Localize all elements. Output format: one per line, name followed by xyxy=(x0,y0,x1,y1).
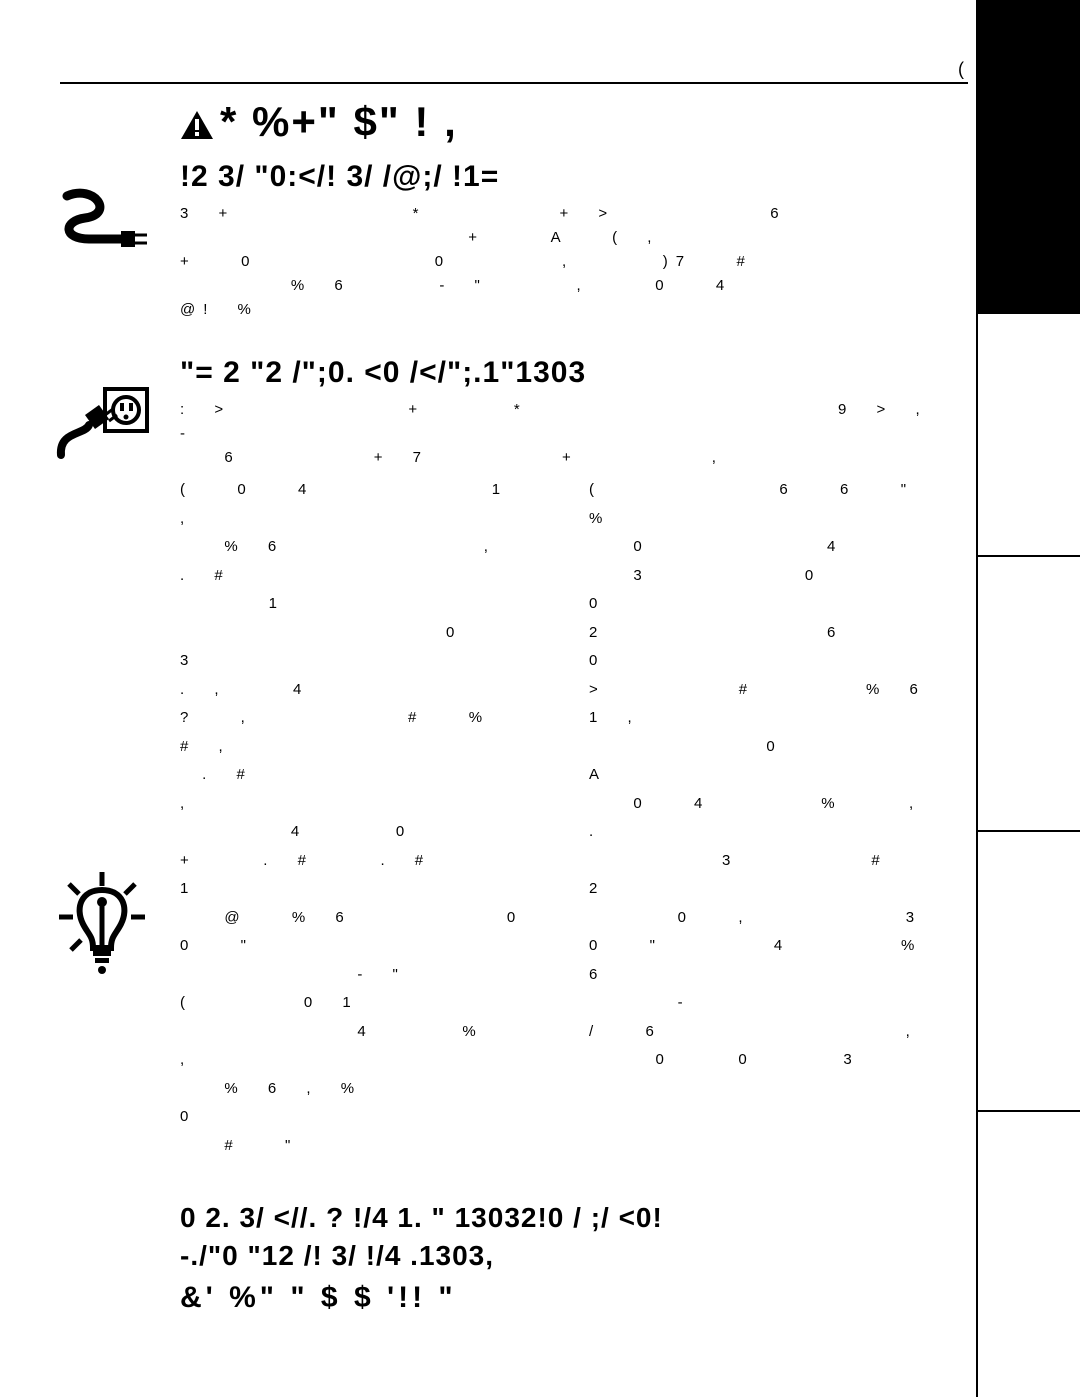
content-area: ( * %+" $" ! , !2 3/ "0:</! 3/ /@;/ !1= … xyxy=(0,0,978,1397)
tip-sub: &' %" " $ $ '!! " xyxy=(180,1281,938,1315)
warning-triangle-icon xyxy=(180,102,214,150)
top-rule xyxy=(60,82,968,84)
section2-intro: : > + * 9 > , - 6 + 7 + , xyxy=(180,398,938,470)
sidebar-black-block xyxy=(978,0,1080,312)
sidebar-divider xyxy=(978,555,1080,557)
page-number: ( xyxy=(958,59,964,80)
section2-col-right: ( 6 6 " % 0 4 3 0 0 2 6 0 > # % 6 1 , 0 … xyxy=(589,476,938,1160)
sidebar-divider xyxy=(978,830,1080,832)
section1-title: !2 3/ "0:</! 3/ /@;/ !1= xyxy=(180,160,938,194)
section2-col-left: ( 0 4 1 , % 6 , . # 1 0 3 . , 4 ? , # % … xyxy=(180,476,529,1160)
warnings-heading: * %+" $" ! , xyxy=(180,98,938,150)
section2-columns: ( 0 4 1 , % 6 , . # 1 0 3 . , 4 ? , # % … xyxy=(180,476,938,1160)
tip-line2: -./"0 "12 /! 3/ !/4 .1303, xyxy=(180,1238,938,1274)
tip-line1: 0 2. 3/ <//. ? !/4 1. " 13032!0 / ;/ <0! xyxy=(180,1200,938,1236)
page: ( * %+" $" ! , !2 3/ "0:</! 3/ /@;/ !1= … xyxy=(0,0,1080,1397)
sidebar xyxy=(976,0,1080,1397)
section1-body: 3 + * + > 6 + A ( , + 0 0 , )7 # % 6 - "… xyxy=(180,202,938,322)
sidebar-divider xyxy=(978,312,1080,314)
outlet-plug-icon xyxy=(55,385,150,460)
heading-text: * %+" $" ! , xyxy=(220,98,458,145)
tip-block: 0 2. 3/ <//. ? !/4 1. " 13032!0 / ;/ <0!… xyxy=(180,1200,938,1315)
sidebar-divider xyxy=(978,1110,1080,1112)
lightbulb-tip-icon xyxy=(55,870,150,980)
power-cord-icon xyxy=(55,184,150,259)
section2-title: "= 2 "2 /";0. <0 /</";.1"1303 xyxy=(180,356,938,390)
